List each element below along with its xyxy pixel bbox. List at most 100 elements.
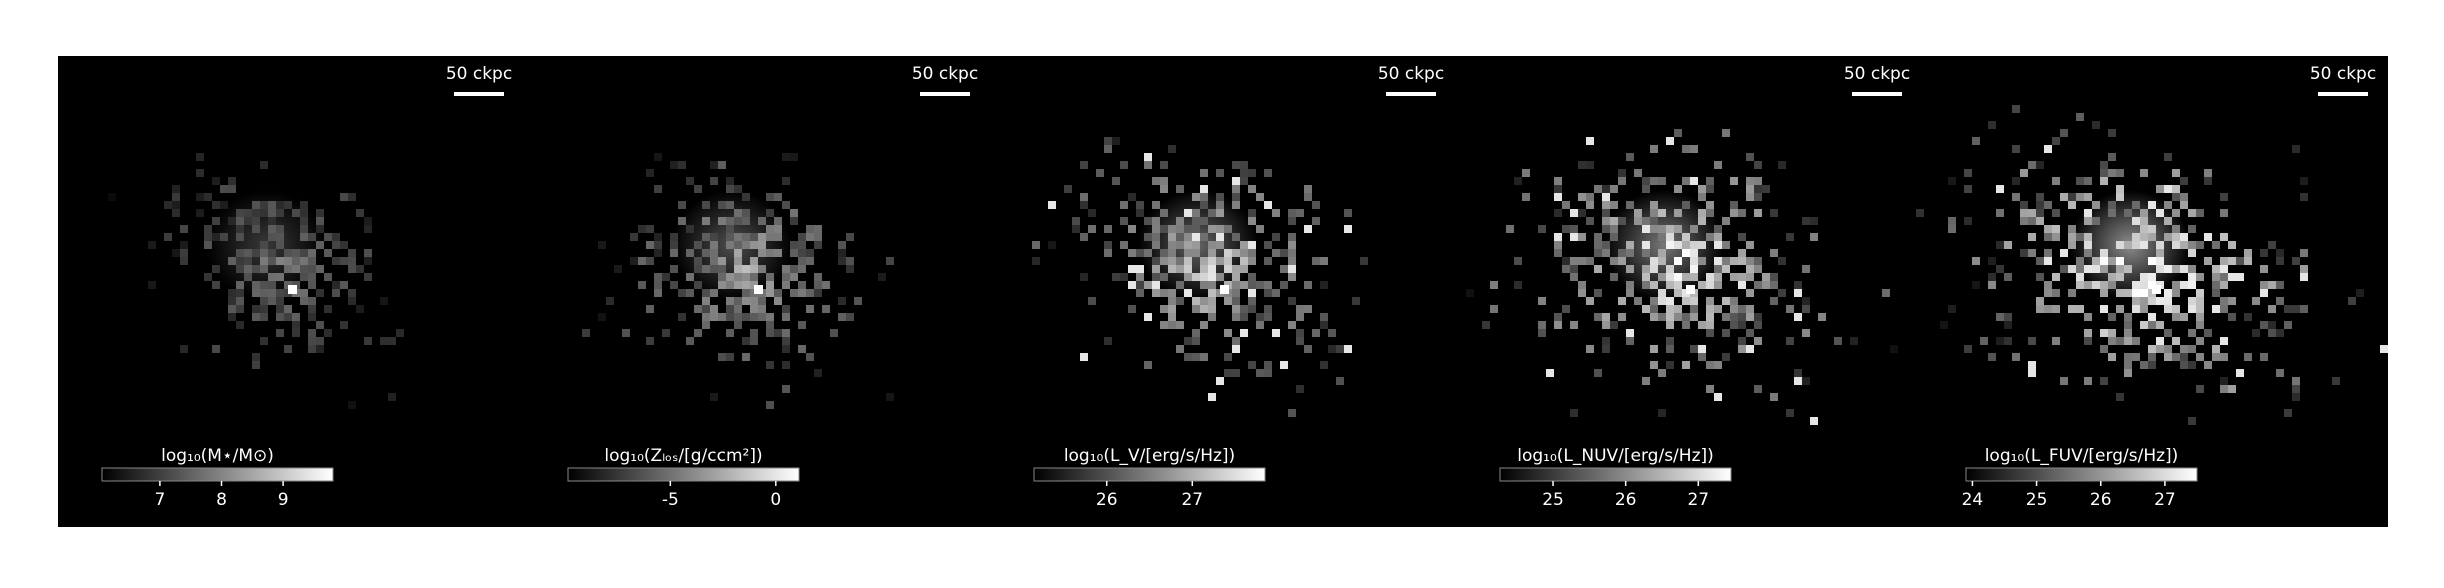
- pixel: [300, 209, 308, 217]
- pixel: [2156, 345, 2164, 353]
- pixel: [1738, 249, 1746, 257]
- pixel: [1988, 121, 1996, 129]
- pixel: [2116, 185, 2124, 193]
- pixel: [1232, 233, 1240, 241]
- pixel: [782, 153, 790, 161]
- pixel: [364, 273, 372, 281]
- pixel: [1738, 209, 1746, 217]
- pixel: [2156, 185, 2164, 193]
- pixel: [1698, 193, 1706, 201]
- pixel: [1160, 225, 1168, 233]
- pixel: [1714, 281, 1722, 289]
- pixel: [380, 337, 388, 345]
- pixel: [244, 257, 252, 265]
- pixel: [726, 281, 734, 289]
- pixel: [2020, 217, 2028, 225]
- pixel: [2164, 345, 2172, 353]
- pixel: [1240, 257, 1248, 265]
- pixel: [1344, 345, 1352, 353]
- pixel: [1948, 177, 1956, 185]
- pixel: [1730, 321, 1738, 329]
- pixel: [1168, 313, 1176, 321]
- pixel: [1240, 281, 1248, 289]
- pixel: [1264, 361, 1272, 369]
- pixel: [782, 345, 790, 353]
- pixel: [822, 305, 830, 313]
- pixel: [2140, 225, 2148, 233]
- pixel: [1248, 273, 1256, 281]
- pixel: [268, 225, 276, 233]
- pixel: [2204, 177, 2212, 185]
- pixel: [244, 265, 252, 273]
- pixel: [766, 273, 774, 281]
- pixel: [2268, 241, 2276, 249]
- pixel: [1562, 225, 1570, 233]
- pixel: [2220, 337, 2228, 345]
- pixel: [1642, 265, 1650, 273]
- pixel: [1320, 361, 1328, 369]
- pixel: [1674, 129, 1682, 137]
- pixel: [2276, 369, 2284, 377]
- pixel: [2164, 305, 2172, 313]
- pixel: [710, 313, 718, 321]
- pixel: [1754, 281, 1762, 289]
- pixel: [1658, 257, 1666, 265]
- pixel: [1288, 321, 1296, 329]
- pixel: [2252, 297, 2260, 305]
- pixel: [1096, 169, 1104, 177]
- pixel: [164, 201, 172, 209]
- pixel: [1256, 313, 1264, 321]
- pixel: [2068, 241, 2076, 249]
- pixel: [260, 313, 268, 321]
- pixel: [2212, 345, 2220, 353]
- pixel: [1272, 233, 1280, 241]
- pixel: [766, 401, 774, 409]
- pixel: [332, 233, 340, 241]
- pixel: [220, 185, 228, 193]
- pixel: [1168, 225, 1176, 233]
- pixel: [1996, 265, 2004, 273]
- pixel: [2220, 257, 2228, 265]
- pixel: [838, 249, 846, 257]
- pixel: [2172, 305, 2180, 313]
- pixel: [1168, 257, 1176, 265]
- pixel: [1690, 177, 1698, 185]
- pixel: [846, 313, 854, 321]
- pixel: [1168, 241, 1176, 249]
- pixel: [276, 209, 284, 217]
- pixel: [1032, 257, 1040, 265]
- pixel: [1722, 329, 1730, 337]
- pixel: [212, 345, 220, 353]
- pixel: [284, 345, 292, 353]
- pixel: [1972, 281, 1980, 289]
- pixel: [742, 209, 750, 217]
- pixel: [1746, 177, 1754, 185]
- pixel: [1602, 321, 1610, 329]
- pixel: [766, 233, 774, 241]
- pixel: [2012, 145, 2020, 153]
- pixel: [2116, 273, 2124, 281]
- pixel: [654, 153, 662, 161]
- pixel: [694, 185, 702, 193]
- pixel: [2044, 145, 2052, 153]
- pixel: [1738, 305, 1746, 313]
- pixel: [1514, 257, 1522, 265]
- pixel: [694, 241, 702, 249]
- pixel: [1610, 321, 1618, 329]
- pixel: [1272, 329, 1280, 337]
- pixel: [268, 273, 276, 281]
- pixel: [2092, 281, 2100, 289]
- pixel: [686, 249, 694, 257]
- pixel: [2116, 289, 2124, 297]
- pixel: [1192, 353, 1200, 361]
- pixel: [2124, 353, 2132, 361]
- pixel: [654, 273, 662, 281]
- pixel: [1088, 225, 1096, 233]
- pixel: [1240, 265, 1248, 273]
- pixel: [2028, 249, 2036, 257]
- pixel: [2292, 385, 2300, 393]
- pixel: [276, 313, 284, 321]
- pixel: [1714, 273, 1722, 281]
- pixel: [2068, 193, 2076, 201]
- pixel: [742, 265, 750, 273]
